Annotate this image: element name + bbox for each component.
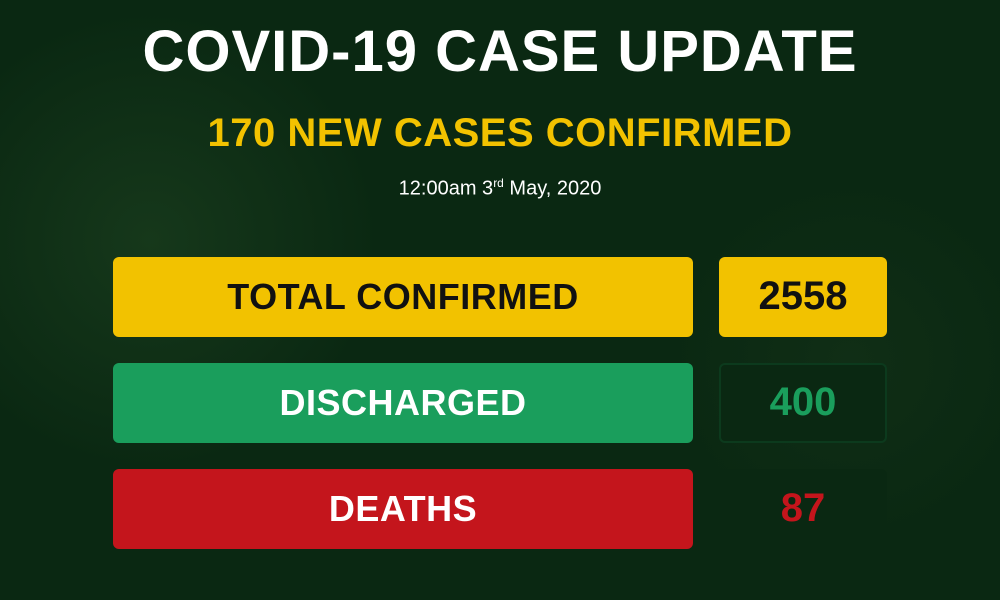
confirmed-value: 2558 bbox=[719, 257, 887, 337]
subtitle: 170 NEW CASES CONFIRMED bbox=[208, 111, 793, 156]
timestamp-suffix: May, 2020 bbox=[504, 178, 601, 200]
stat-row-discharged: DISCHARGED 400 bbox=[113, 363, 887, 443]
deaths-value: 87 bbox=[719, 469, 887, 549]
timestamp-ordinal: rd bbox=[493, 176, 504, 190]
confirmed-label: TOTAL CONFIRMED bbox=[113, 257, 693, 337]
stat-row-deaths: DEATHS 87 bbox=[113, 469, 887, 549]
infographic-container: COVID-19 CASE UPDATE 170 NEW CASES CONFI… bbox=[0, 0, 1000, 600]
discharged-label: DISCHARGED bbox=[113, 363, 693, 443]
discharged-value: 400 bbox=[719, 363, 887, 443]
timestamp: 12:00am 3rd May, 2020 bbox=[399, 176, 602, 201]
deaths-label: DEATHS bbox=[113, 469, 693, 549]
main-title: COVID-19 CASE UPDATE bbox=[142, 18, 857, 85]
timestamp-prefix: 12:00am 3 bbox=[399, 178, 494, 200]
stats-block: TOTAL CONFIRMED 2558 DISCHARGED 400 DEAT… bbox=[0, 257, 1000, 549]
stat-row-confirmed: TOTAL CONFIRMED 2558 bbox=[113, 257, 887, 337]
